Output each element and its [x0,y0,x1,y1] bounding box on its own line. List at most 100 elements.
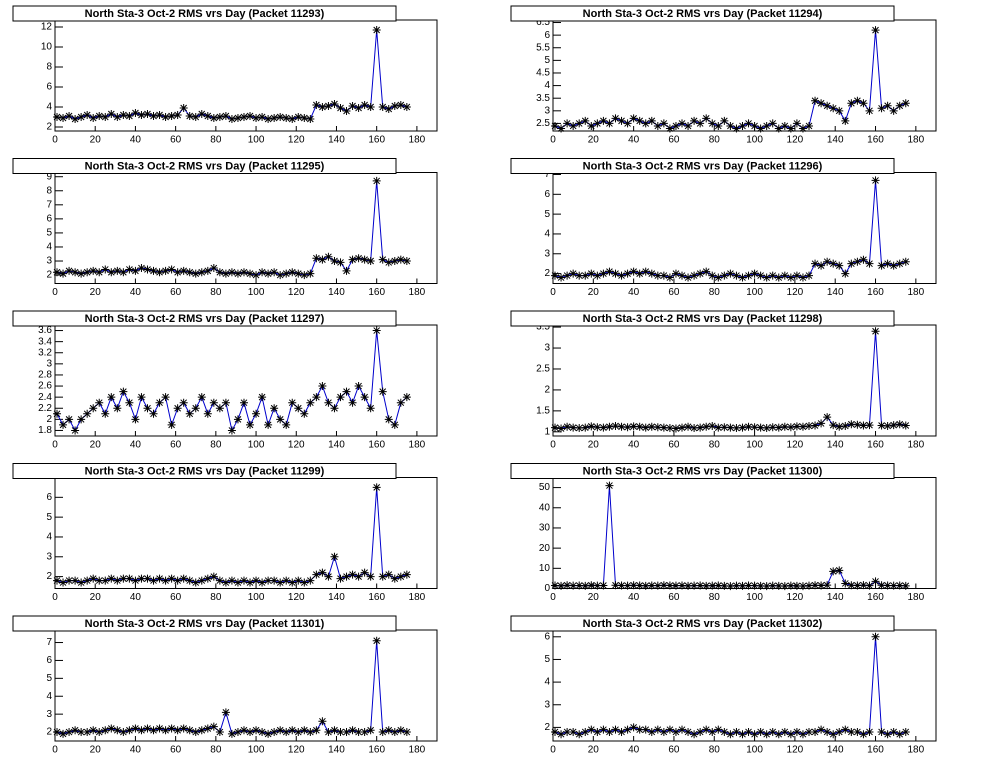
x-tick-label: 80 [709,745,721,756]
star-marker [847,420,856,429]
star-marker [119,574,128,583]
star-marker [865,259,874,268]
y-tick-label: 3 [544,248,550,259]
star-marker [53,113,62,121]
star-marker [726,269,735,278]
star-marker [889,727,898,736]
star-marker [107,724,116,733]
star-marker [95,112,104,120]
star-marker [641,423,650,432]
star-marker [77,269,86,278]
star-marker [889,421,898,430]
star-marker [89,404,98,413]
star-marker [841,725,850,734]
star-marker [774,423,783,432]
star-marker [714,423,723,432]
y-tick-label: 2 [544,722,550,733]
star-marker [575,271,584,280]
star-marker [678,423,687,432]
star-marker [390,728,399,737]
star-marker [155,574,164,583]
x-tick-label: 60 [170,440,182,451]
star-marker [330,100,339,108]
star-marker [119,111,128,119]
star-marker [798,273,807,282]
star-marker [185,112,194,120]
star-marker [665,124,674,133]
y-tick-label: 6 [544,30,550,41]
star-marker [702,114,711,123]
y-tick-label: 2 [46,122,52,133]
star-marker [402,103,411,111]
star-marker [324,572,333,581]
star-marker [599,116,608,125]
star-marker [653,581,662,590]
star-marker [587,121,596,130]
star-marker [768,119,777,128]
star-marker [342,728,351,737]
x-tick-label: 160 [368,440,385,451]
star-marker [750,581,759,590]
star-marker [738,581,747,590]
star-marker [684,727,693,736]
star-marker [143,724,152,733]
star-marker [841,269,850,278]
star-marker [137,726,146,735]
star-marker [360,101,369,109]
star-marker [563,727,572,736]
star-marker [756,271,765,280]
star-marker [871,327,880,336]
star-marker [835,422,844,431]
star-marker [780,422,789,431]
star-marker [792,581,801,590]
star-marker [59,578,68,587]
star-marker [738,273,747,282]
star-marker [270,404,279,413]
star-marker [684,581,693,590]
y-tick-label: 6.5 [536,17,550,28]
star-marker [569,269,578,278]
star-marker [396,572,405,581]
title-box [510,310,895,327]
star-marker [714,121,723,130]
star-marker [684,422,693,431]
star-marker [611,581,620,590]
y-tick-label: 3 [46,709,52,720]
x-tick-label: 0 [550,745,556,756]
star-marker [83,728,92,737]
x-tick-label: 80 [210,287,222,298]
x-tick-label: 80 [709,592,721,603]
star-marker [653,271,662,280]
y-tick-label: 4 [544,80,550,91]
star-marker [762,273,771,282]
x-tick-label: 20 [588,745,600,756]
x-tick-label: 80 [210,745,222,756]
x-tick-label: 180 [409,287,426,298]
y-tick-label: 3.5 [536,93,550,104]
star-marker [143,574,152,583]
star-marker [300,578,309,587]
x-tick-label: 40 [130,745,142,756]
star-marker [402,393,411,402]
star-marker [227,115,236,123]
star-marker [671,727,680,736]
star-marker [137,393,146,402]
star-marker [629,114,638,123]
x-tick-label: 40 [130,592,142,603]
star-marker [811,581,820,590]
star-marker [744,727,753,736]
x-tick-label: 100 [746,287,763,298]
star-marker [191,113,200,121]
star-marker [659,423,668,432]
star-marker [659,581,668,590]
star-marker [203,266,212,275]
star-marker [306,269,315,278]
star-marker [569,121,578,130]
x-tick-label: 20 [588,440,600,451]
star-marker [65,415,74,424]
star-marker [853,581,862,590]
star-marker [889,261,898,270]
star-marker [599,581,608,590]
star-marker [390,102,399,110]
star-marker [780,582,789,591]
